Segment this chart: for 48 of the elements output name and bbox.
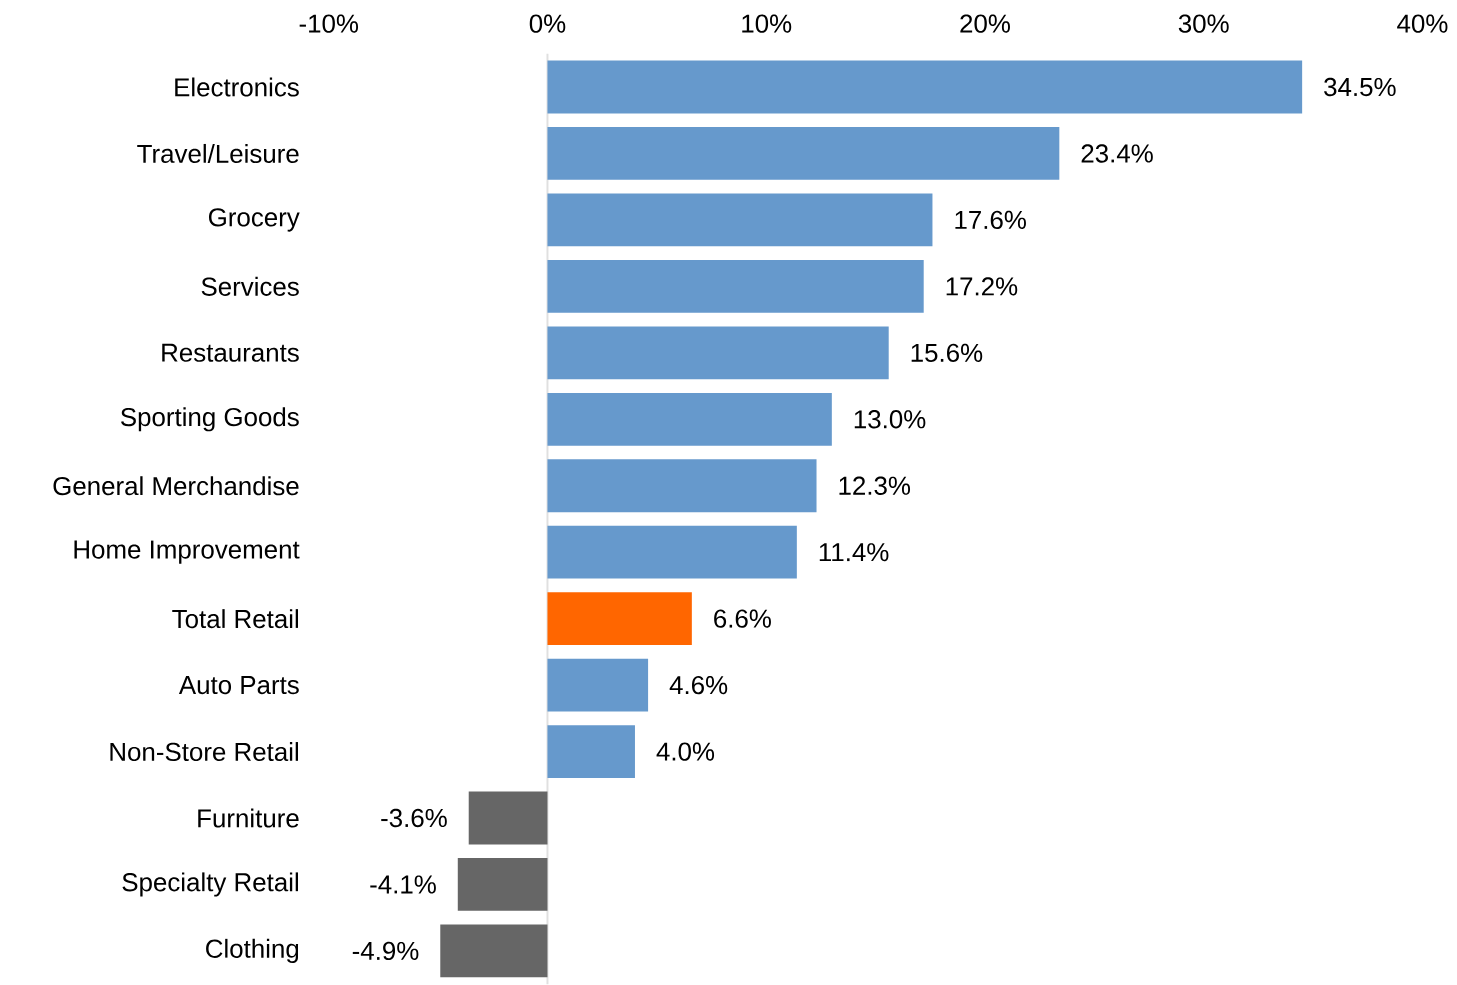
y-tick-label: Non-Store Retail <box>110 741 298 762</box>
y-tick-label: General Merchandise <box>53 476 299 496</box>
y-tick-label: Sporting Goods <box>120 407 299 432</box>
y-tick-label: Furniture <box>198 808 299 828</box>
data-label: 34.5% <box>1324 77 1396 97</box>
bar <box>547 60 1303 114</box>
y-tick-label: Services <box>201 276 299 296</box>
data-label: 11.4% <box>819 543 889 562</box>
bar <box>547 259 924 313</box>
data-label: 6.6% <box>714 609 771 628</box>
y-tick-label: Travel/Leisure <box>137 143 299 163</box>
data-label: 23.4% <box>1081 144 1153 163</box>
y-tick-label: Clothing <box>206 938 299 963</box>
bar <box>547 392 832 446</box>
bar <box>468 791 548 845</box>
x-tick-label: 10% <box>742 14 792 33</box>
bar <box>547 592 692 645</box>
data-label: 17.6% <box>955 210 1026 230</box>
bar <box>547 725 635 778</box>
bar <box>547 525 797 579</box>
x-tick-label: 30% <box>1178 14 1229 33</box>
bar <box>547 459 817 513</box>
data-label: 4.0% <box>656 742 715 761</box>
data-label: -4.9% <box>352 941 419 961</box>
data-label: 15.6% <box>911 343 983 362</box>
x-tick-label: 0% <box>529 14 566 33</box>
y-tick-label: Home Improvement <box>74 540 300 564</box>
y-tick-label: Restaurants <box>162 343 299 362</box>
bar <box>457 858 548 911</box>
bar <box>440 924 548 978</box>
bar <box>547 193 933 247</box>
data-label: -3.6% <box>381 808 447 828</box>
x-tick-label: -10% <box>299 14 359 33</box>
data-label: 4.6% <box>669 675 728 695</box>
y-tick-label: Electronics <box>175 77 299 97</box>
bar <box>547 658 649 712</box>
y-tick-label: Specialty Retail <box>122 872 298 897</box>
data-label: 12.3% <box>839 476 911 495</box>
data-label: 13.0% <box>854 410 926 429</box>
bar <box>547 127 1060 180</box>
x-tick-label: 20% <box>960 14 1010 33</box>
y-tick-label: Auto Parts <box>178 676 299 695</box>
bar <box>547 326 889 380</box>
y-tick-label: Total Retail <box>172 609 298 629</box>
data-label: -4.1% <box>370 875 436 894</box>
y-tick-label: Grocery <box>208 208 300 232</box>
x-tick-label: 40% <box>1397 14 1448 33</box>
data-label: 17.2% <box>946 277 1018 296</box>
